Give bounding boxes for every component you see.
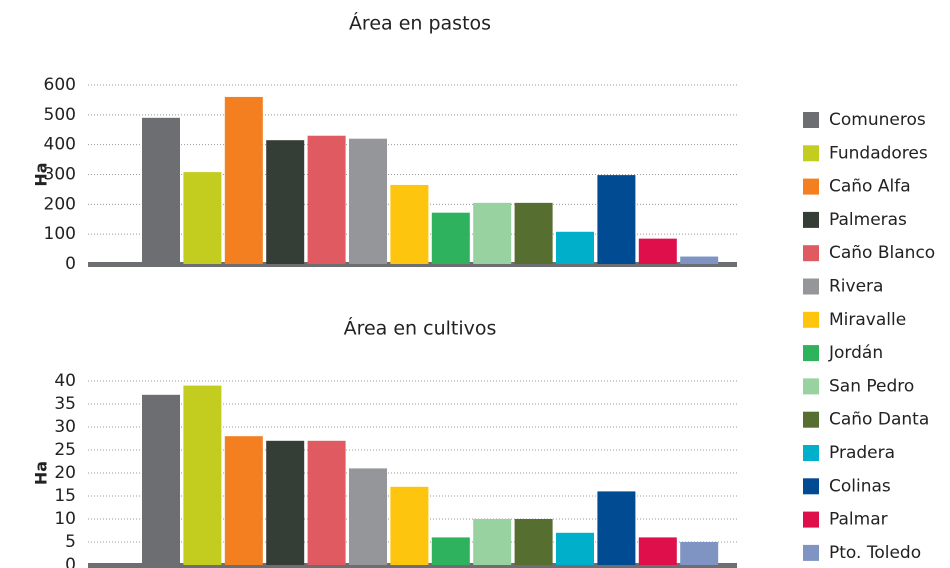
y-tick-label: 300 <box>44 165 76 185</box>
baseline <box>88 262 737 267</box>
legend-swatch <box>803 345 819 362</box>
bar <box>680 256 719 264</box>
bar <box>224 436 263 565</box>
bar <box>307 440 346 565</box>
legend-label: Miravalle <box>829 310 906 330</box>
bar <box>597 175 636 264</box>
bar <box>266 140 305 264</box>
bar <box>266 440 305 565</box>
legend-label: Caño Alfa <box>829 177 911 197</box>
bar <box>514 202 553 264</box>
legend-swatch <box>803 211 819 228</box>
bar <box>638 537 677 565</box>
y-tick-label: 15 <box>54 486 76 506</box>
legend-label: San Pedro <box>829 376 914 396</box>
bar <box>638 238 677 264</box>
bar <box>349 468 387 565</box>
bar <box>473 202 512 264</box>
bar <box>514 519 553 565</box>
y-tick-label: 500 <box>44 105 76 125</box>
legend-label: Caño Danta <box>829 410 929 430</box>
y-tick-label: 5 <box>65 532 76 552</box>
bar <box>142 394 180 565</box>
y-tick-label: 20 <box>54 463 76 483</box>
legend-label: Rivera <box>829 277 883 297</box>
bar <box>597 491 636 565</box>
legend-swatch <box>803 544 819 561</box>
y-tick-label: 100 <box>44 224 76 244</box>
bar <box>183 172 222 264</box>
bar <box>556 532 594 565</box>
bar <box>224 96 263 264</box>
legend-label: Palmeras <box>829 210 907 230</box>
legend-label: Pto. Toledo <box>829 543 921 563</box>
legend-swatch <box>803 178 819 195</box>
y-tick-label: 600 <box>44 75 76 95</box>
legend-label: Palmar <box>829 510 888 530</box>
chart-title: Área en cultivos <box>344 317 497 340</box>
legend-swatch <box>803 411 819 428</box>
bar <box>183 385 222 565</box>
y-tick-label: 0 <box>65 254 76 274</box>
y-tick-label: 10 <box>54 509 76 529</box>
legend-swatch <box>803 478 819 495</box>
legend-label: Colinas <box>829 476 891 496</box>
legend-label: Pradera <box>829 443 895 463</box>
y-tick-label: 400 <box>44 135 76 155</box>
y-tick-label: 25 <box>54 440 76 460</box>
y-axis-label: Ha <box>32 162 51 186</box>
chart-title: Área en pastos <box>349 12 491 35</box>
legend-label: Comuneros <box>829 110 926 130</box>
legend-label: Caño Blanco <box>829 243 935 263</box>
bar <box>307 135 346 264</box>
legend-swatch <box>803 245 819 262</box>
y-tick-label: 35 <box>54 394 76 414</box>
legend-swatch <box>803 511 819 528</box>
bar <box>390 486 429 565</box>
bar <box>473 519 512 565</box>
legend-swatch <box>803 445 819 461</box>
legend-label: Jordán <box>828 343 883 363</box>
bar <box>142 117 180 264</box>
y-tick-label: 30 <box>54 417 76 437</box>
bar <box>390 184 429 264</box>
legend-swatch <box>803 145 819 162</box>
bar <box>431 212 470 264</box>
y-tick-label: 40 <box>54 371 76 391</box>
bar <box>431 537 470 565</box>
legend-swatch <box>803 378 819 395</box>
bar <box>556 231 594 264</box>
baseline <box>88 563 737 568</box>
y-tick-label: 0 <box>65 555 76 568</box>
legend-swatch <box>803 112 819 128</box>
y-axis-label: Ha <box>32 461 51 485</box>
legend-swatch <box>803 311 819 328</box>
legend-swatch <box>803 278 819 295</box>
bar <box>349 138 387 264</box>
legend-label: Fundadores <box>829 143 928 163</box>
y-tick-label: 200 <box>44 194 76 214</box>
bar <box>680 542 719 565</box>
